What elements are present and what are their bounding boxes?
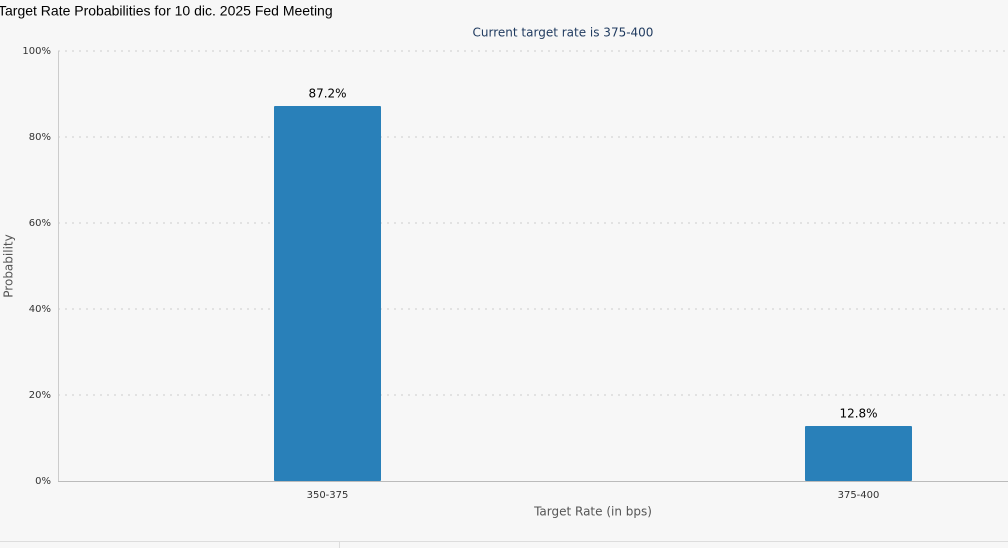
x-tick-label: 375-400 [838, 490, 880, 501]
y-tick-label: 0% [35, 476, 51, 487]
x-axis-label: Target Rate (in bps) [533, 505, 652, 519]
chart-subtitle: Current target rate is 375-400 [473, 26, 654, 40]
x-tick-label: 350-375 [307, 490, 349, 501]
y-tick-label: 100% [22, 46, 51, 57]
y-tick-label: 80% [29, 132, 51, 143]
y-axis-label: Probability [2, 234, 16, 297]
value-label: 87.2% [308, 87, 346, 101]
y-tick-label: 40% [29, 304, 51, 315]
chart-title: Target Rate Probabilities for 10 dic. 20… [0, 3, 333, 19]
y-tick-label: 60% [29, 218, 51, 229]
bar [805, 425, 912, 481]
bar [274, 106, 381, 481]
y-tick-label: 20% [29, 390, 51, 401]
value-label: 12.8% [839, 406, 877, 420]
